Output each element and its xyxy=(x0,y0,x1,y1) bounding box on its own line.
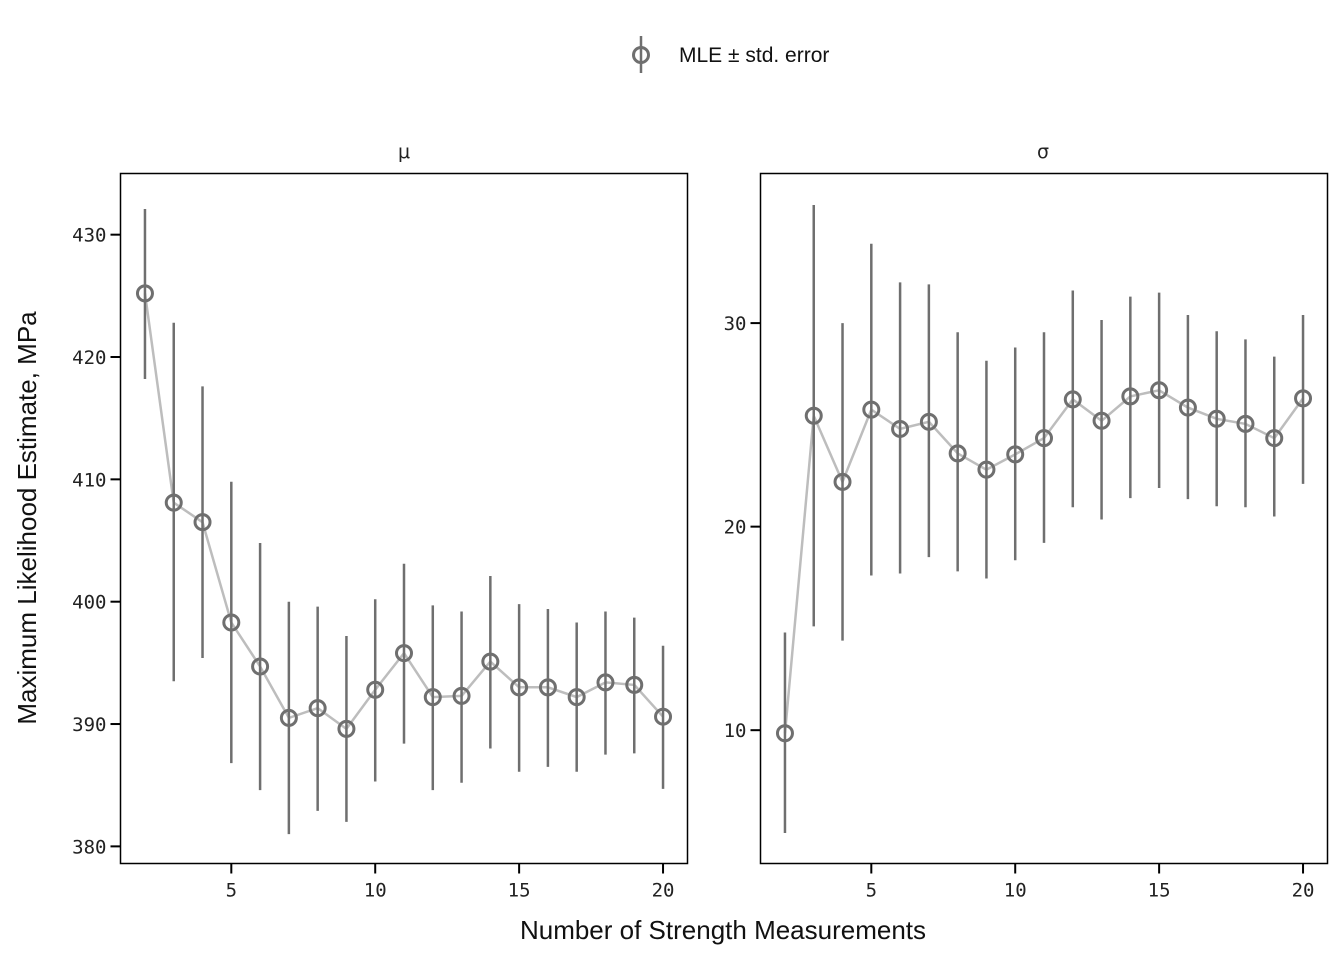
x-tick-label-mu-5: 5 xyxy=(226,880,237,902)
point-mu-11 xyxy=(395,644,413,663)
point-mu-6 xyxy=(251,657,270,676)
point-mu-10 xyxy=(366,680,385,699)
legend-marker-icon xyxy=(632,46,650,64)
legend: MLE ± std. error xyxy=(632,36,829,73)
point-mu-17 xyxy=(567,688,586,707)
point-sigma-3 xyxy=(804,406,823,425)
point-mu-14 xyxy=(481,652,500,671)
point-mu-8 xyxy=(308,699,327,718)
x-tick-label-mu-15: 15 xyxy=(508,880,531,902)
point-sigma-12 xyxy=(1063,390,1082,409)
y-axis-label: Maximum Likelihood Estimate, MPa xyxy=(12,311,42,725)
point-sigma-7 xyxy=(919,412,938,431)
y-tick-label-sigma-30: 30 xyxy=(724,313,747,335)
x-tick-label-sigma-15: 15 xyxy=(1148,880,1171,902)
y-tick-label-sigma-10: 10 xyxy=(724,720,747,742)
point-sigma-16 xyxy=(1178,398,1197,417)
point-mu-7 xyxy=(279,708,298,727)
point-mu-9 xyxy=(337,719,356,738)
panel-title-sigma: σ xyxy=(1037,141,1049,163)
panel-sigma: σ 5 10 15 20 10 20 30 xyxy=(724,141,1329,902)
point-sigma-10 xyxy=(1006,445,1025,464)
y-tick-label-mu-400: 400 xyxy=(72,592,106,614)
point-mu-12 xyxy=(423,688,442,707)
point-sigma-11 xyxy=(1035,429,1053,448)
point-sigma-13 xyxy=(1092,411,1111,430)
point-mu-20 xyxy=(654,707,673,726)
point-sigma-2 xyxy=(775,724,794,743)
panel-mu: μ 5 10 15 20 380 390 400 410 420 430 xyxy=(72,141,689,902)
point-sigma-15 xyxy=(1150,381,1169,400)
point-mu-16 xyxy=(538,678,557,697)
y-tick-label-sigma-20: 20 xyxy=(724,517,747,539)
point-mu-5 xyxy=(222,613,241,632)
y-tick-label-mu-430: 430 xyxy=(72,225,106,247)
x-tick-label-sigma-10: 10 xyxy=(1004,880,1027,902)
point-sigma-20 xyxy=(1294,389,1313,408)
point-mu-15 xyxy=(510,678,529,697)
plot-frame-sigma xyxy=(759,172,1329,865)
point-mu-19 xyxy=(625,675,644,694)
point-sigma-5 xyxy=(862,400,881,419)
y-tick-label-mu-390: 390 xyxy=(72,714,106,736)
point-sigma-6 xyxy=(891,419,910,438)
point-sigma-4 xyxy=(833,472,852,491)
x-tick-label-mu-10: 10 xyxy=(364,880,387,902)
point-mu-3 xyxy=(164,493,183,512)
y-tick-label-mu-410: 410 xyxy=(72,469,106,491)
point-mu-18 xyxy=(596,673,615,692)
point-sigma-17 xyxy=(1207,409,1226,428)
plot-frame-mu xyxy=(119,172,689,865)
marks-mu: 5 10 15 20 380 390 400 410 420 430 xyxy=(72,208,675,902)
x-tick-label-mu-20: 20 xyxy=(652,880,675,902)
marks-sigma: 5 10 15 20 10 20 30 xyxy=(724,205,1315,902)
x-tick-label-sigma-5: 5 xyxy=(866,880,877,902)
panel-title-mu: μ xyxy=(398,141,410,163)
point-sigma-14 xyxy=(1121,387,1140,406)
point-mu-13 xyxy=(452,686,471,705)
y-tick-label-mu-380: 380 xyxy=(72,836,106,858)
legend-label: MLE ± std. error xyxy=(679,44,829,67)
point-sigma-18 xyxy=(1236,414,1255,433)
y-tick-label-mu-420: 420 xyxy=(72,347,106,369)
point-sigma-9 xyxy=(977,460,996,479)
point-mu-2 xyxy=(135,284,154,303)
x-axis-label: Number of Strength Measurements xyxy=(520,915,926,945)
point-sigma-19 xyxy=(1265,429,1284,448)
point-sigma-8 xyxy=(948,444,967,463)
point-mu-4 xyxy=(193,513,212,532)
x-tick-label-sigma-20: 20 xyxy=(1292,880,1315,902)
